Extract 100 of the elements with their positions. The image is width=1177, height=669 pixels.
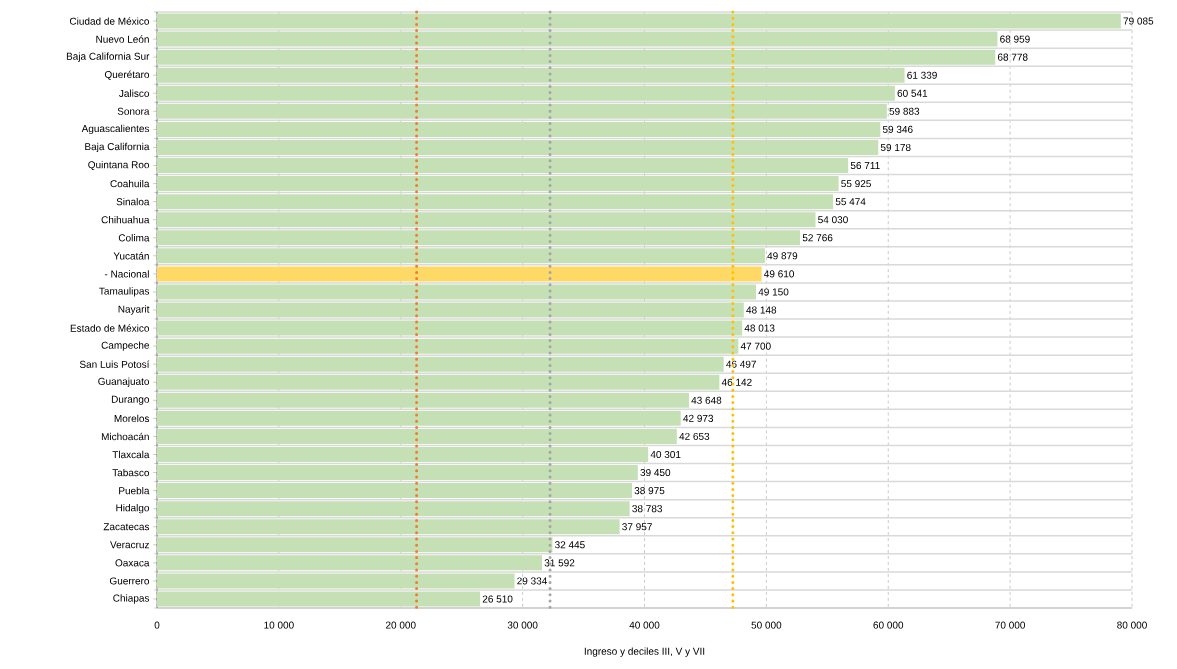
y-tick-label: San Luis Potosí bbox=[79, 360, 150, 368]
bar bbox=[157, 555, 543, 571]
bar bbox=[157, 356, 724, 372]
bar bbox=[157, 465, 638, 481]
data-label: 43 648 bbox=[691, 396, 722, 404]
bar bbox=[157, 266, 762, 282]
bar bbox=[157, 501, 630, 517]
x-tick-label: 70 000 bbox=[995, 621, 1026, 629]
data-label: 32 445 bbox=[555, 541, 585, 549]
y-tick-label: Nayarit bbox=[118, 305, 150, 315]
y-tick-label: Chihuahua bbox=[101, 216, 150, 224]
data-label: 29 334 bbox=[517, 577, 547, 585]
data-label: 68 959 bbox=[1000, 35, 1030, 43]
y-tick-label: Jalisco bbox=[119, 89, 150, 97]
data-label: 37 957 bbox=[622, 523, 652, 531]
x-axis-title: Ingreso y deciles III, V y VII bbox=[584, 647, 705, 657]
data-label: 59 178 bbox=[880, 143, 911, 151]
data-label: 47 700 bbox=[740, 342, 771, 350]
bar bbox=[157, 13, 1121, 29]
data-label: 49 610 bbox=[764, 270, 795, 278]
y-tick-label: Chiapas bbox=[113, 594, 150, 604]
bar bbox=[157, 121, 881, 137]
data-label: 38 783 bbox=[632, 505, 663, 513]
data-label: 79 085 bbox=[1123, 17, 1154, 25]
bar bbox=[157, 139, 879, 155]
data-label: 40 301 bbox=[650, 450, 681, 459]
bar bbox=[157, 392, 689, 408]
bar bbox=[157, 103, 887, 119]
data-label: 54 030 bbox=[818, 216, 848, 224]
bar bbox=[157, 446, 649, 462]
x-tick-label: 60 000 bbox=[873, 621, 904, 629]
x-tick-label: 50 000 bbox=[751, 621, 782, 629]
y-tick-label: - Nacional bbox=[104, 270, 149, 278]
data-label: 38 975 bbox=[634, 487, 665, 495]
y-tick-label: Guerrero bbox=[109, 577, 150, 585]
y-tick-label: Campeche bbox=[101, 341, 150, 351]
data-label: 59 346 bbox=[882, 125, 913, 133]
bar bbox=[157, 410, 681, 426]
bar bbox=[157, 284, 757, 300]
data-label: 26 510 bbox=[482, 595, 513, 603]
bar bbox=[157, 230, 801, 246]
y-tick-label: Coahuila bbox=[110, 179, 150, 188]
bar bbox=[157, 248, 765, 264]
y-tick-label: Quintana Roo bbox=[88, 160, 150, 171]
y-tick-label: Oaxaca bbox=[115, 559, 150, 567]
y-tick-label: Baja California bbox=[85, 142, 150, 153]
y-tick-label: Puebla bbox=[119, 486, 150, 495]
y-tick-label: Michoacán bbox=[101, 432, 149, 441]
y-tick-label: Durango bbox=[111, 395, 150, 405]
data-label: 55 474 bbox=[835, 198, 866, 206]
bar bbox=[157, 212, 816, 228]
bar bbox=[157, 176, 839, 192]
y-tick-label: Ciudad de México bbox=[69, 17, 150, 25]
data-label: 46 497 bbox=[726, 360, 756, 368]
x-tick-label: 80 000 bbox=[1117, 621, 1147, 629]
bar bbox=[157, 67, 905, 83]
y-tick-label: Sonora bbox=[117, 107, 150, 115]
y-tick-label: Baja California Sur bbox=[66, 52, 150, 62]
y-tick-label: Zacatecas bbox=[103, 523, 150, 531]
y-tick-label: Tamaulipas bbox=[99, 287, 150, 297]
x-tick-label: 40 000 bbox=[629, 621, 660, 629]
data-label: 48 148 bbox=[746, 306, 777, 314]
y-tick-label: Querétaro bbox=[104, 70, 150, 80]
data-label: 68 778 bbox=[997, 53, 1028, 61]
bar bbox=[157, 573, 515, 589]
y-tick-label: Veracruz bbox=[110, 541, 149, 549]
y-tick-label: Colima bbox=[118, 234, 150, 242]
y-tick-label: Hidalgo bbox=[116, 504, 150, 514]
y-tick-label: Aguascalientes bbox=[81, 124, 150, 135]
data-label: 61 339 bbox=[907, 71, 937, 79]
data-label: 42 973 bbox=[683, 414, 714, 422]
data-label: 46 142 bbox=[721, 378, 752, 386]
y-tick-label: Sinaloa bbox=[116, 197, 150, 206]
data-label: 31 592 bbox=[544, 559, 575, 567]
bar bbox=[157, 194, 834, 210]
bar bbox=[157, 591, 481, 607]
y-tick-label: Tabasco bbox=[112, 468, 150, 477]
bar bbox=[157, 519, 620, 535]
bar bbox=[157, 428, 677, 444]
bar bbox=[157, 31, 998, 47]
y-tick-label: Estado de México bbox=[70, 324, 150, 332]
bar bbox=[157, 320, 743, 336]
x-tick-label: 10 000 bbox=[264, 621, 294, 629]
x-tick-label: 0 bbox=[154, 621, 160, 629]
data-label: 52 766 bbox=[802, 234, 833, 242]
y-tick-label: Tlaxcala bbox=[112, 450, 150, 459]
data-label: 59 883 bbox=[889, 107, 920, 115]
bar bbox=[157, 374, 720, 390]
bar bbox=[157, 483, 633, 499]
y-tick-label: Morelos bbox=[114, 414, 150, 423]
data-label: 55 925 bbox=[841, 180, 871, 188]
data-label: 48 013 bbox=[744, 324, 775, 332]
data-label: 49 879 bbox=[767, 252, 798, 260]
data-label: 49 150 bbox=[758, 288, 789, 296]
data-label: 60 541 bbox=[897, 89, 928, 97]
bar bbox=[157, 85, 895, 101]
data-label: 39 450 bbox=[640, 469, 671, 477]
y-tick-label: Yucatán bbox=[113, 252, 149, 260]
bar bbox=[157, 302, 744, 318]
x-tick-label: 30 000 bbox=[507, 621, 538, 629]
